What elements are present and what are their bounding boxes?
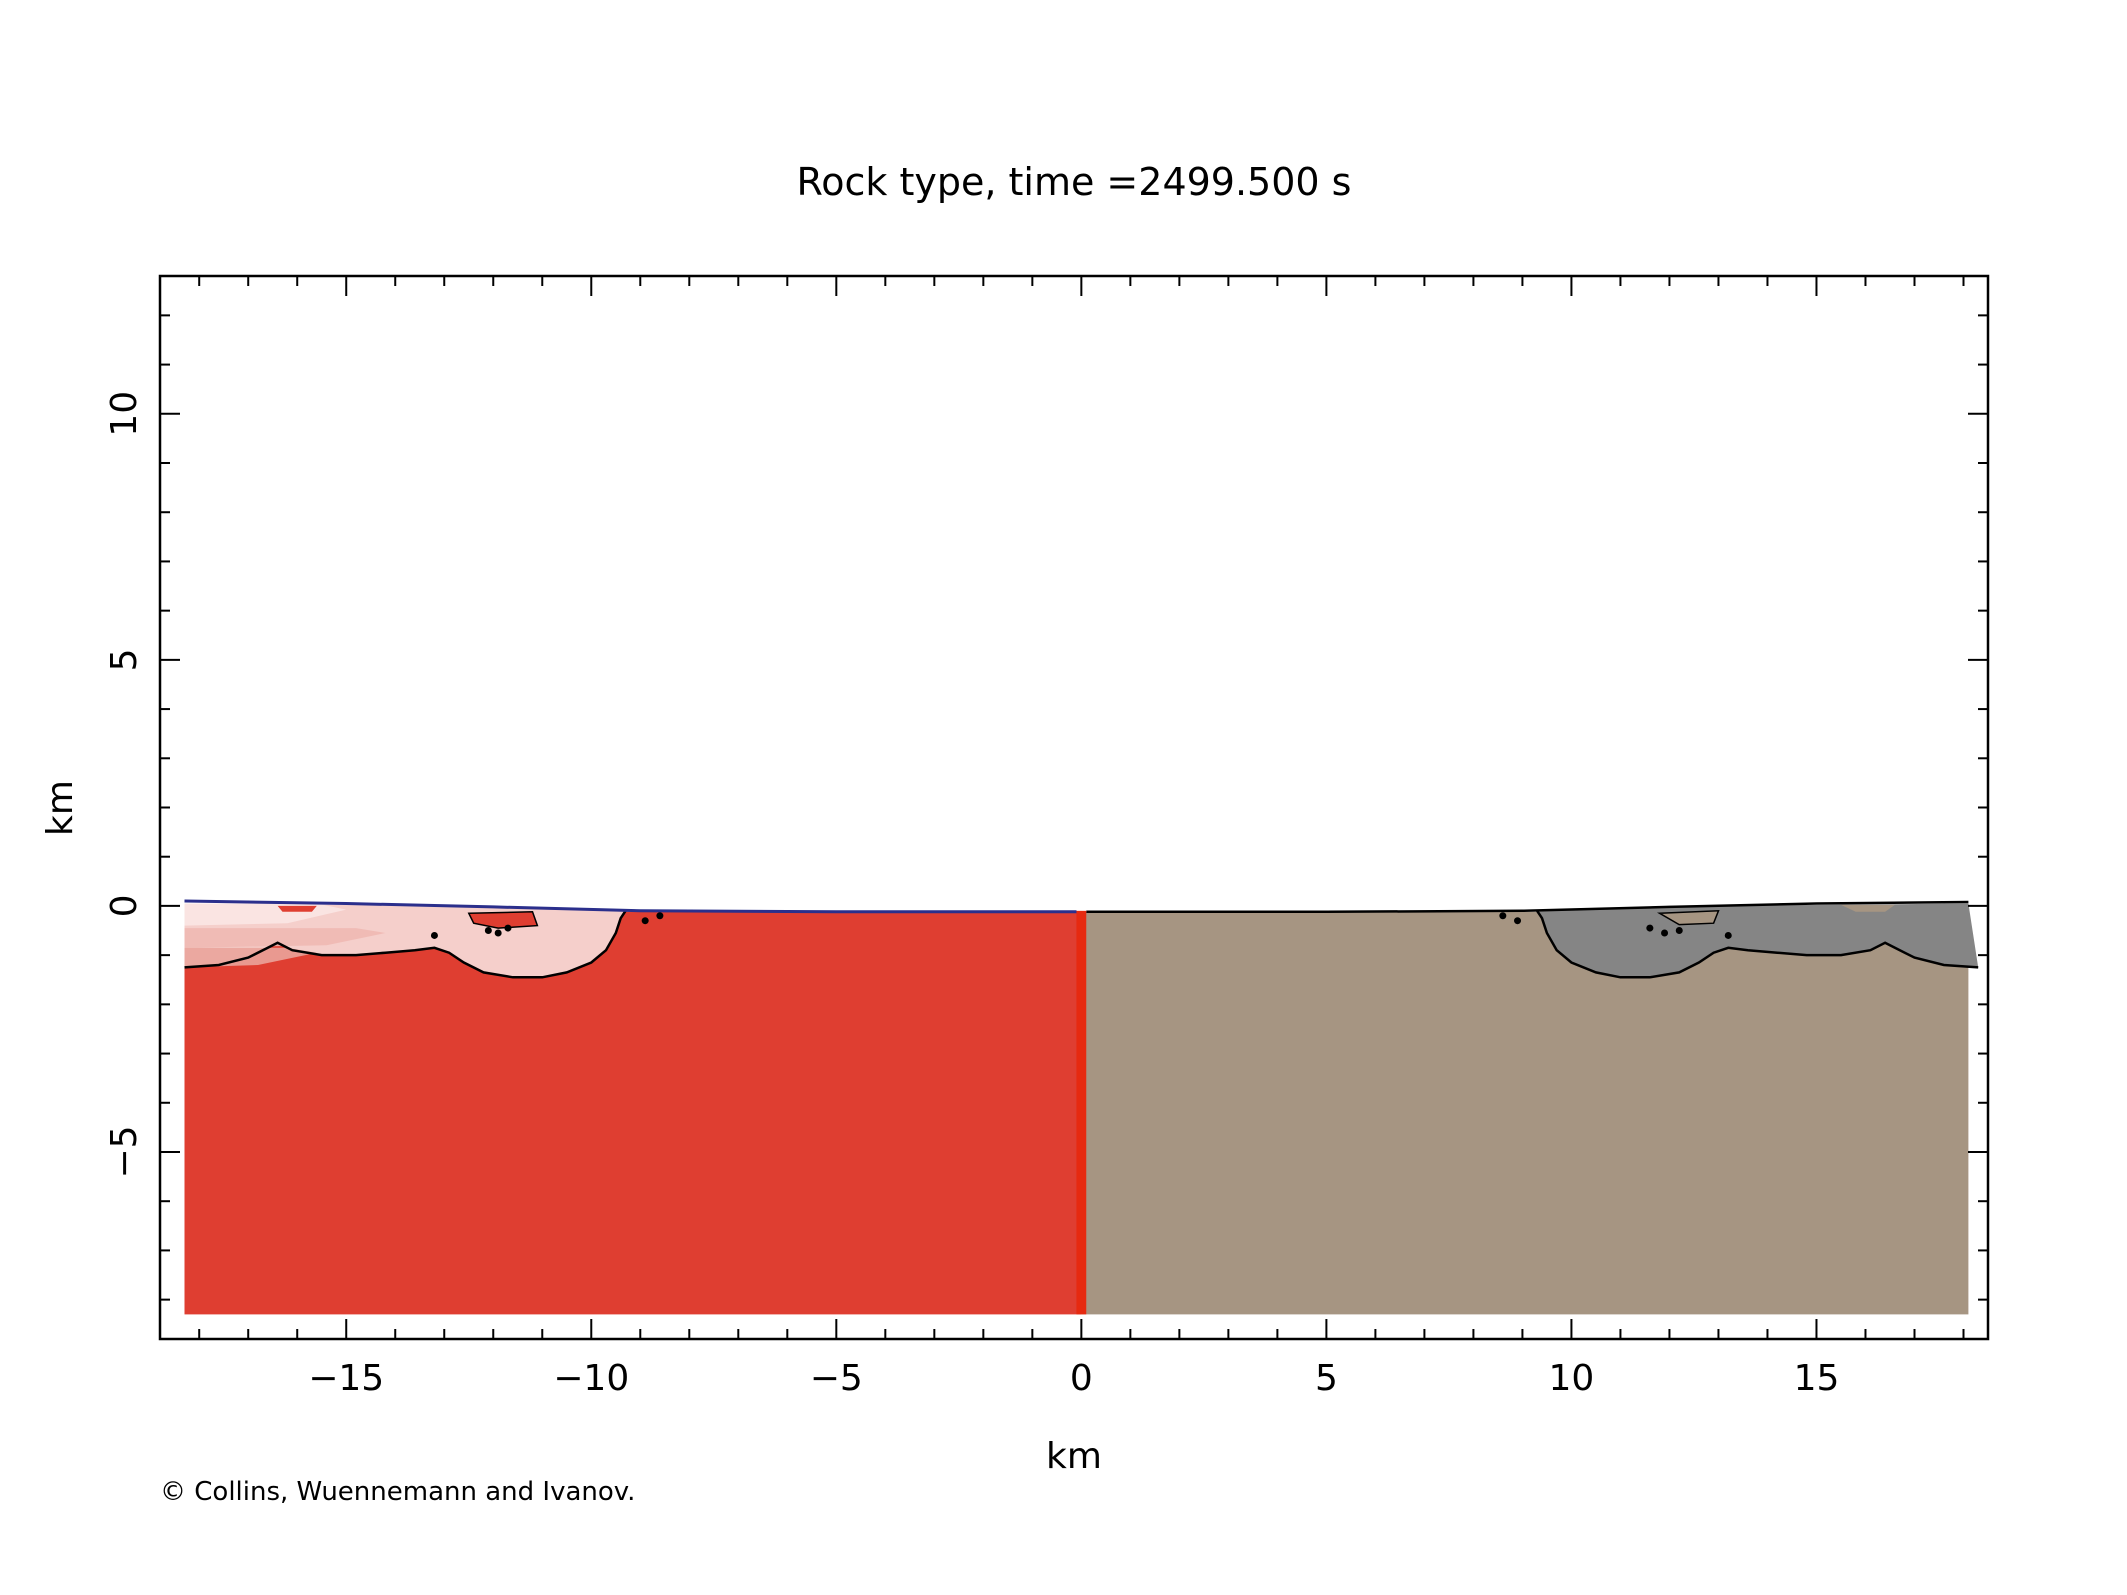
debris-speck-11 bbox=[1724, 931, 1732, 939]
debris-speck-5 bbox=[656, 912, 664, 920]
x-tick-label: −5 bbox=[810, 1358, 863, 1399]
centerline-strip bbox=[1076, 910, 1087, 1315]
right-surface-patch bbox=[1841, 904, 1895, 912]
left-surface-melt bbox=[277, 905, 317, 912]
debris-speck-3 bbox=[504, 924, 512, 932]
debris-speck-8 bbox=[1646, 924, 1654, 932]
debris-speck-4 bbox=[641, 917, 649, 925]
y-tick-label: 10 bbox=[104, 391, 145, 437]
x-tick-label: 15 bbox=[1794, 1358, 1840, 1399]
right-crater-contour bbox=[1536, 910, 1979, 979]
x-axis-label: km bbox=[1046, 1436, 1102, 1477]
left-surface-line bbox=[184, 899, 1077, 914]
debris-speck-10 bbox=[1675, 927, 1683, 935]
right-surface-pocket bbox=[1656, 910, 1720, 926]
right-surface-line bbox=[1086, 900, 1969, 914]
x-tick-label: −15 bbox=[308, 1358, 384, 1399]
x-tick-label: 5 bbox=[1315, 1358, 1338, 1399]
copyright-notice: © Collins, Wuennemann and Ivanov. bbox=[160, 1477, 635, 1507]
x-tick-label: 10 bbox=[1549, 1358, 1595, 1399]
debris-speck-2 bbox=[494, 929, 502, 937]
chart-title: Rock type, time =2499.500 s bbox=[797, 160, 1352, 204]
debris-speck-6 bbox=[1499, 912, 1507, 920]
y-tick-label: −5 bbox=[104, 1125, 145, 1178]
left-melt-pocket bbox=[467, 911, 539, 929]
debris-speck-1 bbox=[484, 927, 492, 935]
y-tick-label: 0 bbox=[104, 894, 145, 917]
debris-speck-7 bbox=[1514, 917, 1522, 925]
right-breccia-lens bbox=[1537, 903, 1979, 978]
left-crater-contour bbox=[184, 910, 627, 979]
debris-speck-0 bbox=[430, 931, 438, 939]
x-tick-label: −10 bbox=[553, 1358, 629, 1399]
plot-area bbox=[160, 276, 1988, 1339]
y-axis-label: km bbox=[40, 780, 81, 836]
y-tick-label: 5 bbox=[104, 648, 145, 671]
left-half-material bbox=[184, 911, 1082, 1315]
left-breccia-band-1 bbox=[184, 928, 386, 948]
right-half-material bbox=[1081, 911, 1969, 1315]
debris-speck-9 bbox=[1661, 929, 1669, 937]
x-tick-label: 0 bbox=[1070, 1358, 1093, 1399]
